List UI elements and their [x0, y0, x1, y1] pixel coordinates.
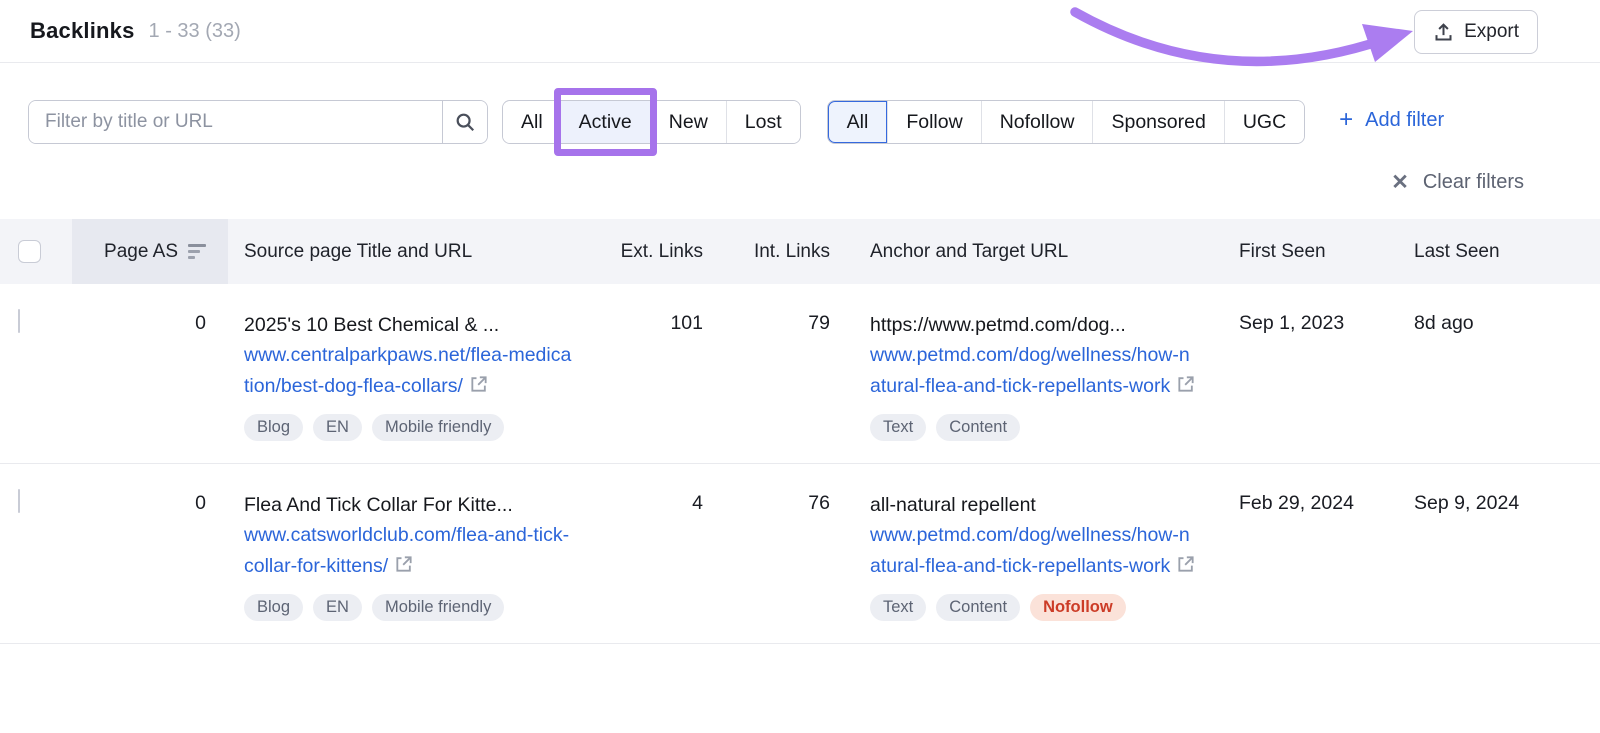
status-filter-group: All Active New Lost [502, 88, 801, 156]
page-as-value: 0 [195, 492, 206, 514]
search-button[interactable] [442, 101, 487, 143]
close-icon: ✕ [1391, 171, 1409, 194]
export-label: Export [1464, 21, 1519, 42]
source-tags: Blog EN Mobile friendly [244, 594, 574, 621]
type-filter-follow[interactable]: Follow [887, 101, 981, 143]
tag-badge: Blog [244, 414, 304, 441]
plus-icon: + [1339, 106, 1354, 133]
type-filter-all[interactable]: All [827, 101, 888, 143]
backlinks-table: Page AS Source page Title and URL Ext. L… [0, 219, 1600, 644]
tag-badge: EN [313, 594, 362, 621]
column-header-int-links[interactable]: Int. Links [753, 240, 830, 262]
anchor-tags: Text Content Nofollow [870, 594, 1197, 621]
tag-badge: Text [870, 414, 927, 441]
results-range: 1 - 33 (33) [148, 19, 241, 42]
filter-toolbar: All Active New Lost All Follow Nofollow … [0, 63, 1600, 156]
ext-links-value: 101 [670, 312, 703, 334]
clear-filters-row: ✕ Clear filters [0, 144, 1600, 195]
search-icon [456, 113, 475, 132]
external-link-icon[interactable] [469, 373, 489, 404]
column-header-source[interactable]: Source page Title and URL [244, 240, 473, 262]
sort-descending-icon [188, 244, 206, 259]
export-icon [1433, 22, 1454, 43]
column-header-page-as[interactable]: Page AS [72, 219, 228, 284]
last-seen-value: 8d ago [1414, 312, 1474, 334]
clear-filters-label: Clear filters [1422, 171, 1524, 193]
int-links-value: 76 [808, 492, 830, 514]
tag-badge: Mobile friendly [371, 594, 505, 621]
column-header-last-seen[interactable]: Last Seen [1414, 240, 1500, 262]
status-filter-active-label: Active [578, 110, 632, 133]
external-link-icon[interactable] [394, 553, 414, 584]
source-tags: Blog EN Mobile friendly [244, 414, 574, 441]
table-header-row: Page AS Source page Title and URL Ext. L… [0, 219, 1600, 284]
anchor-text: https://www.petmd.com/dog... [870, 314, 1126, 336]
page-as-value: 0 [195, 312, 206, 334]
top-bar: Backlinks 1 - 33 (33) Export [0, 0, 1600, 67]
title-url-filter [28, 100, 488, 144]
tag-badge: Blog [244, 594, 304, 621]
tag-badge: EN [313, 414, 362, 441]
target-url-link[interactable]: www.petmd.com/dog/wellness/how-natural-f… [870, 520, 1197, 584]
target-url-text: www.petmd.com/dog/wellness/how-natural-f… [870, 524, 1190, 577]
status-filter-new[interactable]: New [649, 101, 726, 143]
int-links-value: 79 [808, 312, 830, 334]
first-seen-value: Feb 29, 2024 [1239, 492, 1354, 514]
external-link-icon[interactable] [1176, 373, 1196, 404]
tag-badge: Mobile friendly [371, 414, 505, 441]
page-title: Backlinks [30, 18, 135, 43]
anchor-tags: Text Content [870, 414, 1197, 441]
anchor-text: all-natural repellent [870, 494, 1036, 516]
table-row: 0 2025's 10 Best Chemical & ... www.cent… [0, 284, 1600, 464]
tag-badge: Content [936, 594, 1021, 621]
table-row: 0 Flea And Tick Collar For Kitte... www.… [0, 464, 1600, 644]
ext-links-value: 4 [692, 492, 703, 514]
clear-filters-button[interactable]: ✕ Clear filters [1391, 170, 1524, 195]
first-seen-value: Sep 1, 2023 [1239, 312, 1345, 334]
external-link-icon[interactable] [1176, 553, 1196, 584]
target-url-text: www.petmd.com/dog/wellness/how-natural-f… [870, 344, 1190, 397]
filter-input[interactable] [29, 101, 442, 143]
status-filter-lost[interactable]: Lost [725, 101, 800, 143]
source-url-text: www.catsworldclub.com/flea-and-tick-coll… [244, 524, 570, 577]
column-header-ext-links[interactable]: Ext. Links [620, 240, 703, 262]
export-button[interactable]: Export [1414, 10, 1538, 54]
add-filter-label: Add filter [1365, 108, 1445, 131]
source-page-url-link[interactable]: www.centralparkpaws.net/flea-medication/… [244, 340, 574, 404]
source-page-title: Flea And Tick Collar For Kitte... [244, 494, 513, 516]
target-url-link[interactable]: www.petmd.com/dog/wellness/how-natural-f… [870, 340, 1197, 404]
last-seen-value: Sep 9, 2024 [1414, 492, 1520, 514]
source-page-url-link[interactable]: www.catsworldclub.com/flea-and-tick-coll… [244, 520, 574, 584]
link-type-filter-group: All Follow Nofollow Sponsored UGC [826, 100, 1306, 144]
row-checkbox[interactable] [18, 309, 20, 333]
column-header-first-seen[interactable]: First Seen [1239, 240, 1326, 262]
tag-badge: Content [936, 414, 1021, 441]
nofollow-badge: Nofollow [1030, 594, 1126, 621]
column-header-anchor[interactable]: Anchor and Target URL [870, 240, 1069, 262]
tag-badge: Text [870, 594, 927, 621]
type-filter-sponsored[interactable]: Sponsored [1092, 101, 1224, 143]
status-filter-all[interactable]: All [503, 101, 561, 143]
select-all-checkbox[interactable] [18, 240, 41, 263]
row-checkbox[interactable] [18, 489, 20, 513]
status-filter-active[interactable]: Active [553, 88, 657, 156]
type-filter-ugc[interactable]: UGC [1223, 101, 1305, 143]
add-filter-button[interactable]: + Add filter [1339, 108, 1444, 132]
source-page-title: 2025's 10 Best Chemical & ... [244, 314, 500, 336]
type-filter-nofollow[interactable]: Nofollow [980, 101, 1093, 143]
source-url-text: www.centralparkpaws.net/flea-medication/… [244, 344, 572, 397]
page-as-label: Page AS [104, 240, 178, 262]
